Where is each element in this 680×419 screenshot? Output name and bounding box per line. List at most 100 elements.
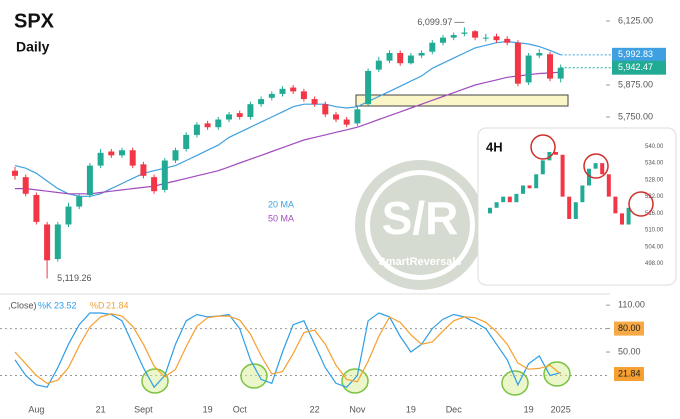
candle-body [343,119,350,125]
price-tag-label: 5,942.47 [618,62,653,72]
candle-body [587,168,591,186]
inset-tick-label: 522.00 [645,194,664,200]
y-tick-label: 110.00 [618,300,645,310]
peak-circle [628,191,654,217]
candle-body [440,37,446,43]
legend-label: %K [38,300,52,310]
candle-body [613,196,618,214]
candle-body [547,151,552,161]
indicator-label: ,Close) [8,300,37,310]
x-tick-label: 21 [96,404,106,414]
candle-body [76,196,83,207]
candle-body [573,202,578,219]
candle-body [215,119,222,128]
candle-body [268,93,275,98]
stoch-line [14,313,562,384]
low-label: 5,119.26 [57,273,91,283]
inset-tick-label: 498.00 [645,261,664,267]
candle-body [620,213,624,225]
value-tag [614,367,644,382]
ma-line [14,40,561,197]
candle-body [311,99,318,105]
candle-body [322,104,329,115]
x-tick-label: 22 [310,404,320,414]
candle-body [606,174,611,197]
candle-body [514,42,521,84]
signal-circle [141,368,169,394]
x-tick-label: Dec [446,404,463,414]
chart-title: SPX [14,10,55,32]
candle-body [290,87,297,92]
x-tick-label: Nov [349,404,366,414]
candle-body [593,163,598,169]
x-tick-label: Oct [233,404,248,414]
candle-body [44,224,51,261]
candle-body [507,196,512,203]
candle-body [151,177,158,192]
high-label: 6,099.97 [417,17,452,27]
candle-body [65,206,72,225]
inset-tick-label: 528.00 [645,177,664,183]
candle-body [501,196,506,203]
y-tick-label: 50.00 [618,346,641,356]
peak-circle [530,134,556,160]
legend-label: %D [90,300,105,310]
signal-circle [501,370,529,396]
price-tag-label: 5,992.83 [618,49,653,59]
y-tick-label: 5,750.00 [618,111,653,121]
candle-body [247,104,254,117]
candle-body [429,42,436,52]
candle-body [527,185,532,189]
candle-body [482,37,489,39]
inset-tick-label: 516.00 [645,211,664,217]
legend-label: 20 MA [268,199,294,209]
value-tag-label: 21.84 [618,368,641,378]
candle-body [54,224,61,260]
candle-body [12,170,18,176]
candle-body [226,114,232,120]
x-tick-label: 19 [203,404,213,414]
candle-body [365,70,372,105]
candle-body [33,195,40,222]
candle-body [504,38,511,43]
candle-body [600,163,605,175]
watermark-disc [370,175,470,275]
candle-body [279,88,286,94]
ma-line [15,71,561,195]
x-tick-label: 19 [406,404,416,414]
x-tick-label: 19 [524,404,534,414]
legend-value: 21.84 [106,300,129,310]
candle-body [375,60,382,70]
candle-body [354,109,361,124]
candle-body [493,36,500,41]
candle-body [407,55,414,64]
candle-body [140,164,147,176]
x-tick-label: Aug [28,404,44,414]
inset-tick-label: 504.00 [645,244,664,250]
candle-body [97,152,104,166]
inset-title: 4H [486,139,503,154]
peak-circle [583,153,609,179]
y-tick-label: 80.00 [618,323,641,333]
chart-subtitle: Daily [16,39,50,55]
candle-body [461,32,468,34]
candle-body [386,52,393,61]
candle-body [397,52,404,64]
watermark: S/R SmartReversals [355,160,485,290]
y-tick-label: 6,125.00 [618,15,653,25]
candle-body [204,123,211,128]
candle-body [525,55,532,83]
candle-body [521,185,525,194]
candle-body [161,160,168,190]
candle-body [626,207,631,225]
inset-tick-label: 534.00 [645,161,664,167]
candle-body [554,151,558,155]
candle-body [547,54,553,79]
candle-body [129,150,136,166]
inset-tick-label: 540.00 [645,144,664,150]
candle-body [108,151,115,156]
candle-body [557,67,564,79]
x-tick-label: 2025 [551,404,571,414]
candle-body [488,207,492,214]
